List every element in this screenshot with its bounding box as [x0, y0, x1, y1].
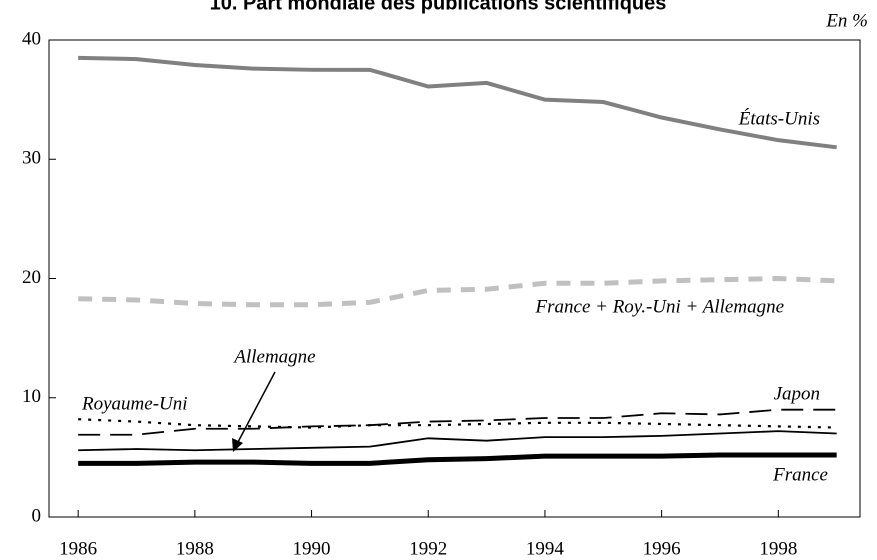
- y-tick-label: 30: [22, 148, 41, 169]
- chart-title: 10. Part mondiale des publications scien…: [210, 0, 667, 14]
- series-line: [78, 418, 837, 429]
- series-line: [78, 275, 837, 308]
- y-tick-label: 0: [32, 505, 42, 526]
- y-tick-label: 40: [22, 28, 41, 49]
- x-tick-label: 1994: [526, 538, 565, 559]
- arrow-line: [236, 371, 276, 445]
- x-tick-label: 1986: [59, 538, 97, 559]
- series-line: [78, 408, 837, 436]
- y-tick-label: 20: [22, 267, 41, 288]
- x-tick-label: 1990: [293, 538, 331, 559]
- series-label: France: [772, 464, 828, 485]
- y-tick-label: 10: [22, 386, 41, 407]
- series-label: États-Unis: [738, 107, 820, 129]
- series-label: Royaume-Uni: [81, 393, 188, 414]
- series-label: Japon: [774, 383, 820, 404]
- x-tick-label: 1992: [409, 538, 447, 559]
- series-label: Allemagne: [232, 346, 315, 367]
- series-line: [78, 452, 837, 466]
- series-line: [78, 55, 837, 150]
- x-tick-label: 1998: [759, 538, 797, 559]
- series-label: France + Roy.-Uni + Allemagne: [535, 296, 784, 317]
- unit-label: En %: [825, 10, 868, 31]
- x-tick-label: 1988: [176, 538, 214, 559]
- series-line: [78, 430, 837, 452]
- x-tick-label: 1996: [643, 538, 681, 559]
- arrow-head: [232, 438, 243, 452]
